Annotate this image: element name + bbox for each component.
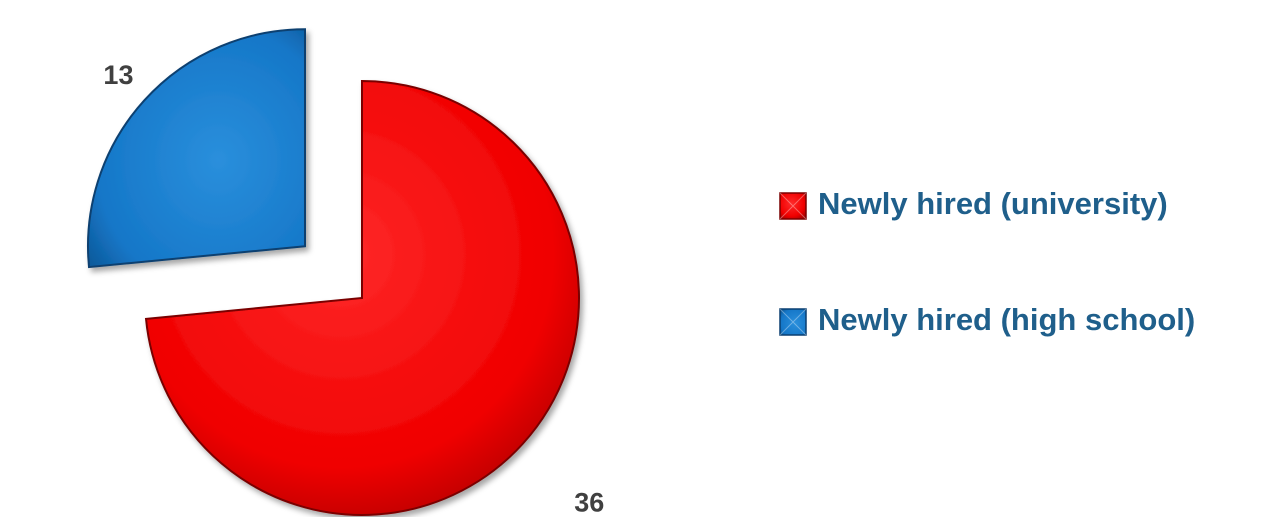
legend-item-newly-hired-high-school: Newly hired (high school) (779, 302, 1195, 337)
pie-slice-newly-hired-university (144, 79, 580, 516)
data-label-newly-hired-high-school: 13 (103, 60, 133, 90)
pie-slice-newly-hired-high-school (87, 28, 306, 269)
legend-swatch-newly-hired-university (779, 192, 807, 220)
legend-swatch-bevel (779, 308, 807, 336)
chart-legend: Newly hired (university) Newly hired (hig… (779, 186, 1195, 337)
legend-item-newly-hired-university: Newly hired (university) (779, 186, 1168, 221)
legend-swatch-bevel (779, 192, 807, 220)
data-label-newly-hired-university: 36 (574, 488, 604, 517)
legend-label-newly-hired-high-school: Newly hired (high school) (818, 302, 1195, 337)
legend-label-newly-hired-university: Newly hired (university) (818, 186, 1168, 221)
legend-swatch-newly-hired-high-school (779, 308, 807, 336)
